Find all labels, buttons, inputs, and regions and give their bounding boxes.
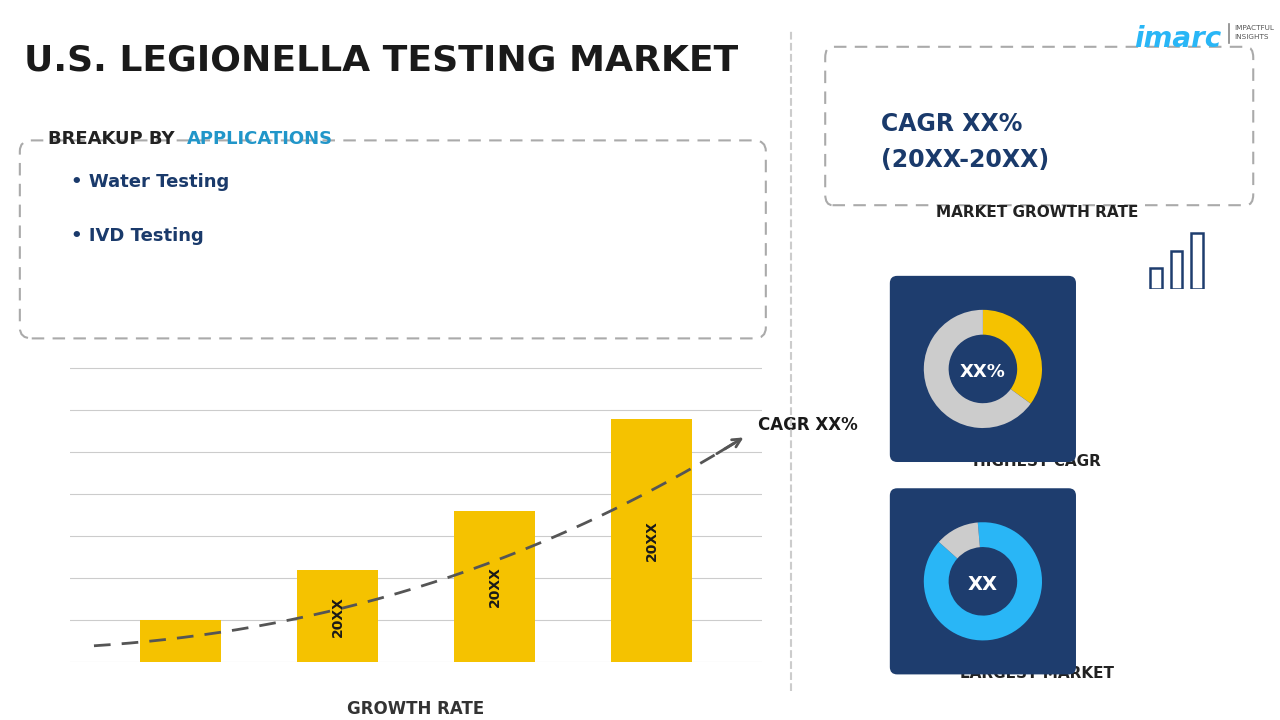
Text: CAGR XX%: CAGR XX% xyxy=(881,112,1023,136)
Bar xyxy=(611,419,692,662)
Text: 20XX: 20XX xyxy=(645,520,659,561)
Bar xyxy=(140,621,221,662)
Text: XX%: XX% xyxy=(960,363,1006,381)
Text: GROWTH RATE: GROWTH RATE xyxy=(347,701,485,719)
Text: CAGR XX%: CAGR XX% xyxy=(759,416,858,434)
Text: U.S. LEGIONELLA TESTING MARKET: U.S. LEGIONELLA TESTING MARKET xyxy=(24,43,739,77)
FancyBboxPatch shape xyxy=(826,47,1253,205)
Bar xyxy=(297,570,379,662)
Wedge shape xyxy=(938,523,980,559)
Text: IMPACTFUL
INSIGHTS: IMPACTFUL INSIGHTS xyxy=(1234,25,1274,40)
Bar xyxy=(453,511,535,662)
Text: • Water Testing: • Water Testing xyxy=(72,173,229,191)
FancyBboxPatch shape xyxy=(890,488,1076,675)
Text: 20XX: 20XX xyxy=(330,595,344,636)
Text: MARKET GROWTH RATE: MARKET GROWTH RATE xyxy=(936,205,1138,220)
Bar xyxy=(1151,268,1161,289)
FancyBboxPatch shape xyxy=(20,140,765,338)
Text: LARGEST MARKET: LARGEST MARKET xyxy=(960,666,1114,681)
Text: imarc: imarc xyxy=(1134,25,1221,53)
Text: XX: XX xyxy=(968,575,998,594)
Bar xyxy=(1171,251,1181,289)
Wedge shape xyxy=(983,310,1042,404)
Text: HIGHEST CAGR: HIGHEST CAGR xyxy=(973,454,1101,469)
Text: APPLICATIONS: APPLICATIONS xyxy=(187,130,333,148)
Wedge shape xyxy=(924,522,1042,640)
FancyBboxPatch shape xyxy=(890,276,1076,462)
Text: • IVD Testing: • IVD Testing xyxy=(72,227,205,245)
Bar xyxy=(1192,233,1202,289)
Text: (20XX-20XX): (20XX-20XX) xyxy=(881,148,1050,172)
Text: 20XX: 20XX xyxy=(488,567,502,607)
Wedge shape xyxy=(924,310,1030,428)
Text: BREAKUP BY: BREAKUP BY xyxy=(47,130,180,148)
